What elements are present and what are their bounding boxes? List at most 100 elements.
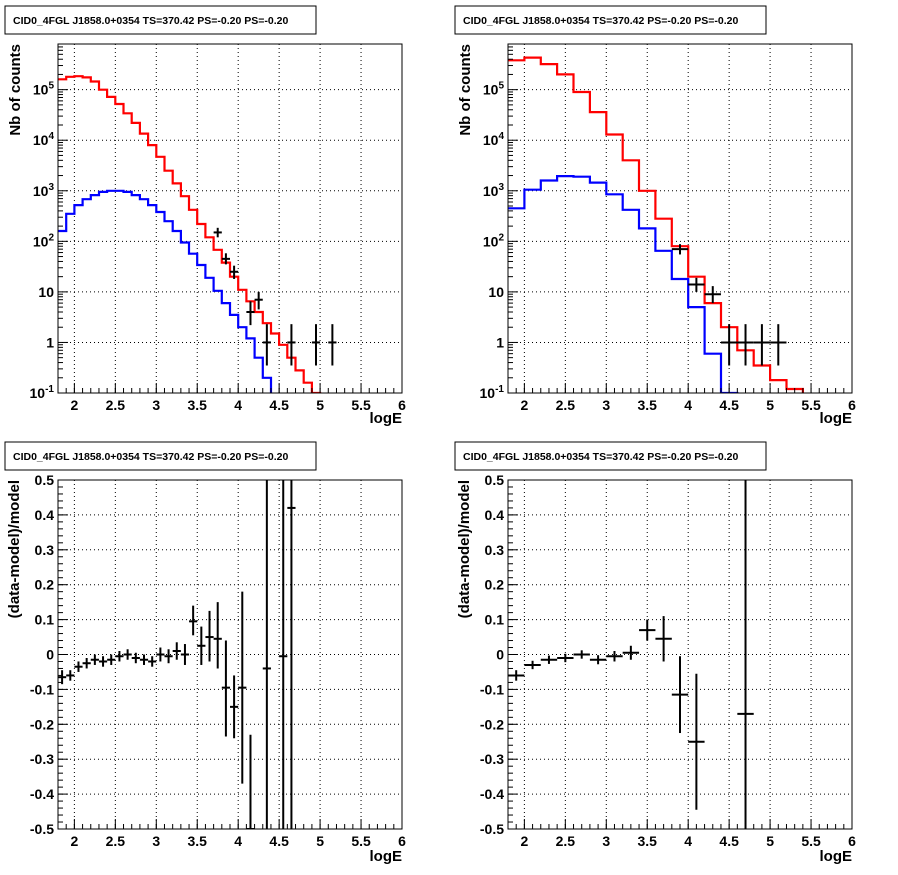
x-tick-label: 3 <box>602 397 610 413</box>
data-point <box>74 661 83 672</box>
x-tick-label: 5.5 <box>351 397 371 413</box>
grid <box>58 480 402 829</box>
x-tick-label: 6 <box>848 397 856 413</box>
data-point <box>671 244 689 255</box>
y-tick-label: 0.2 <box>485 577 505 593</box>
x-tick-label: 3 <box>602 833 610 849</box>
data-point <box>688 673 705 810</box>
x-tick-label: 4 <box>234 397 242 413</box>
data-point <box>246 734 255 829</box>
data-point <box>123 649 132 660</box>
x-tick-label: 4.5 <box>719 397 739 413</box>
data-point <box>737 324 754 366</box>
x-axis-label: logE <box>370 848 403 865</box>
x-tick-label: 5.5 <box>801 833 821 849</box>
data-point <box>262 480 271 829</box>
y-tick-label: -0.3 <box>480 751 504 767</box>
y-tick-label: -0.1 <box>480 681 504 697</box>
x-tick-label: 6 <box>398 833 406 849</box>
data-point <box>172 642 181 660</box>
data-point <box>287 324 296 366</box>
data-points <box>671 244 787 366</box>
x-tick-label: 3 <box>152 833 160 849</box>
data-point <box>704 286 721 304</box>
series-blue-step <box>58 189 273 393</box>
y-tick-label: -0.3 <box>30 751 54 767</box>
y-tick-label: 1 <box>46 334 54 350</box>
data-point <box>213 602 222 669</box>
data-points <box>58 480 296 829</box>
data-point <box>82 657 91 669</box>
x-tick-label: 4 <box>684 397 692 413</box>
series-red-step <box>508 56 804 393</box>
data-point <box>311 324 321 366</box>
data-point <box>720 324 738 366</box>
y-tick-label: 0.1 <box>485 612 505 628</box>
y-tick-label: 0.3 <box>35 542 55 558</box>
data-point <box>58 670 67 685</box>
x-tick-label: 3 <box>152 397 160 413</box>
data-point <box>573 650 590 659</box>
x-axis-label: logE <box>370 410 403 427</box>
y-axis-label: Nb of counts <box>457 44 474 136</box>
y-tick-label: 0.5 <box>35 472 55 488</box>
data-point <box>221 253 230 265</box>
panel-title: CID0_4FGL J1858.0+0354 TS=370.42 PS=-0.2… <box>13 451 288 463</box>
y-tick-label: 0.5 <box>485 472 505 488</box>
data-point <box>589 655 607 665</box>
x-tick-label: 5 <box>766 397 774 413</box>
data-point <box>238 591 247 784</box>
panel-title: CID0_4FGL J1858.0+0354 TS=370.42 PS=-0.2… <box>463 451 738 463</box>
y-tick-label: 0.1 <box>35 612 55 628</box>
data-point <box>66 670 75 681</box>
model-curves <box>508 56 804 393</box>
data-point <box>279 480 288 829</box>
x-tick-label: 2.5 <box>106 397 126 413</box>
x-tick-label: 4.5 <box>269 397 289 413</box>
y-tick-label: 10 <box>38 284 54 300</box>
data-point <box>205 610 214 662</box>
title-box <box>454 5 767 35</box>
y-tick-label: -0.2 <box>30 716 54 732</box>
y-tick-label: 0 <box>496 647 504 663</box>
data-point <box>737 480 754 829</box>
panel-residuals-left: CID0_4FGL J1858.0+0354 TS=370.42 PS=-0.2… <box>4 441 406 865</box>
y-tick-label: -0.5 <box>30 821 54 837</box>
y-tick-label: 1 <box>496 334 504 350</box>
panel-title: CID0_4FGL J1858.0+0354 TS=370.42 PS=-0.2… <box>13 15 288 27</box>
x-tick-label: 3.5 <box>188 833 208 849</box>
title-box <box>4 5 317 35</box>
x-tick-label: 5 <box>316 833 324 849</box>
data-point <box>753 324 771 366</box>
y-tick-label: -0.4 <box>480 786 504 802</box>
data-point <box>262 324 271 366</box>
data-point <box>189 605 198 636</box>
panel-title: CID0_4FGL J1858.0+0354 TS=370.42 PS=-0.2… <box>463 15 738 27</box>
data-point <box>230 265 239 279</box>
data-point <box>524 660 541 670</box>
y-tick-label: 0.4 <box>35 507 55 523</box>
data-point <box>115 651 124 662</box>
x-tick-label: 2 <box>520 397 528 413</box>
data-point <box>246 301 255 326</box>
data-point <box>606 651 623 662</box>
y-tick-label: -0.1 <box>30 681 54 697</box>
x-tick-label: 2.5 <box>106 833 126 849</box>
x-tick-label: 2 <box>70 397 78 413</box>
data-point <box>139 654 149 665</box>
data-point <box>131 652 140 664</box>
x-tick-label: 5.5 <box>801 397 821 413</box>
x-tick-label: 2.5 <box>556 833 576 849</box>
y-tick-label: 0 <box>46 647 54 663</box>
y-axis-label: Nb of counts <box>7 44 24 136</box>
x-tick-label: 3.5 <box>638 833 658 849</box>
x-tick-label: 6 <box>848 833 856 849</box>
data-point <box>557 653 574 663</box>
data-points <box>508 480 754 829</box>
x-tick-label: 5.5 <box>351 833 371 849</box>
data-point <box>328 324 337 366</box>
y-tick-label: 10 <box>488 284 504 300</box>
x-axis-label: logE <box>820 848 853 865</box>
